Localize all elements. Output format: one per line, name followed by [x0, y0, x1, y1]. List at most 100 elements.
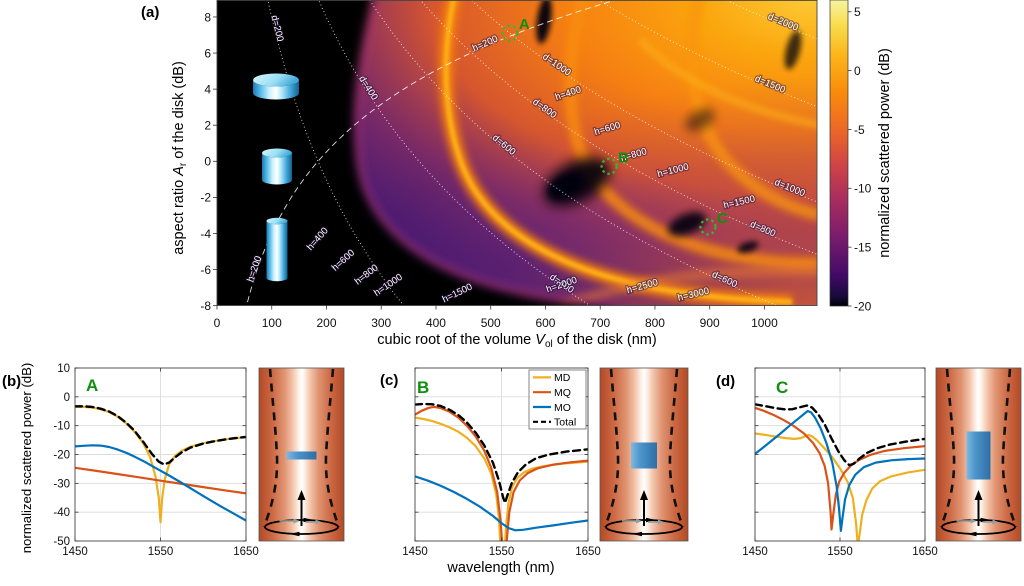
marker-letter-B: B	[618, 149, 629, 166]
marker-circle-A	[501, 24, 519, 42]
dark-anapole-spot	[668, 212, 706, 236]
series-MO	[755, 409, 925, 532]
design-point-markers: A B C	[501, 16, 728, 236]
contour-line-d	[419, 0, 817, 255]
loop-arrowhead-left	[632, 531, 642, 537]
ghost-arrowhead	[992, 519, 999, 525]
disk-shape-illustrations	[253, 73, 299, 282]
y-tick-label: -20	[53, 450, 70, 462]
a-x-tick-label: 1000	[751, 316, 778, 330]
resonance-arc	[443, 0, 793, 305]
legend-label-MQ: MQ	[554, 387, 571, 399]
panel-d-tag: (d)	[716, 373, 735, 390]
a-x-tick-label: 600	[535, 316, 555, 330]
colorbar-tick-label: 0	[854, 64, 861, 78]
legend-label-Total: Total	[554, 417, 576, 429]
dark-anapole-spot	[536, 0, 552, 44]
series-MQ	[755, 406, 925, 531]
dark-anapole-spot	[784, 30, 802, 70]
colorbar: 5 0 -5 -10 -15 -20 normalized scattered power …	[829, 0, 893, 313]
a-y-tick-label: -6	[200, 263, 211, 277]
panel-c-point-letter: B	[417, 378, 429, 397]
series-Total	[415, 402, 588, 505]
a-y-tick-label: -2	[200, 191, 211, 205]
panel-c-tag: (c)	[380, 372, 398, 389]
y-tick-label: 10	[57, 363, 70, 375]
x-tick-label: 1650	[575, 546, 601, 558]
series-MO	[75, 444, 246, 522]
loop-arrowhead-right	[646, 517, 656, 523]
loop-arrowhead-right	[303, 517, 314, 523]
spectra-panels: normalized scattered power (dB) 1450 1550…	[2, 363, 1022, 576]
panel-b-plot: 1450 1550 1650 10 0 -10 -20 -30 -40 -50	[53, 363, 345, 558]
x-tick-label: 1450	[402, 546, 428, 558]
panel-d-point-letter: C	[776, 378, 788, 397]
beam-outline-right	[668, 368, 685, 528]
colorbar-tick-label: 5	[854, 5, 861, 19]
beam-outline-left	[262, 368, 279, 528]
marker-letter-C: C	[717, 210, 728, 227]
a-x-tick-label: 400	[426, 316, 446, 330]
beam-outline-right	[1001, 368, 1018, 528]
a-x-tick-label: 700	[590, 316, 610, 330]
heatmap-image	[217, 0, 817, 306]
contour-line-d	[597, 0, 817, 107]
disk-illustration	[253, 73, 299, 100]
a-x-tick-label: 0	[214, 316, 221, 330]
azimuthal-field-loop	[941, 519, 1016, 535]
x-tick-label: 1650	[233, 546, 259, 558]
y-tick-label: -10	[53, 421, 70, 433]
legend-label-MO: MO	[554, 402, 571, 414]
a-y-axis-label: aspect ratio Ar of the disk (dB)	[171, 61, 189, 255]
a-y-tick-label: 6	[204, 46, 211, 60]
ghost-arrowhead	[970, 518, 977, 524]
disk-illustration	[266, 217, 288, 282]
contour-line-h	[246, 0, 618, 306]
inset-d	[935, 367, 1022, 542]
y-tick-label: 0	[64, 392, 70, 404]
a-y-tick-label: -4	[200, 227, 211, 241]
contour-line-d	[369, 0, 778, 306]
series-MD	[755, 432, 925, 541]
contour-line-d	[470, 0, 817, 203]
a-x-tick-label: 800	[645, 316, 665, 330]
series-group	[415, 402, 588, 541]
dark-anapole-spot	[548, 173, 582, 199]
loop-arrowhead-left	[289, 531, 300, 537]
ghost-arrowhead	[636, 518, 642, 524]
contour-line-d	[267, 0, 405, 306]
a-y-tick-label: 4	[204, 82, 211, 96]
dark-anapole-spot	[685, 108, 715, 132]
y-tick-label: -50	[53, 536, 70, 548]
series-group	[75, 405, 246, 524]
beam-outline-right	[324, 368, 341, 528]
x-tick-label: 1450	[62, 546, 88, 558]
disk-cross-section	[966, 431, 991, 480]
a-x-tick-label: 900	[700, 316, 720, 330]
a-x-tick-label: 300	[371, 316, 391, 330]
a-y-tick-label: -8	[200, 299, 211, 313]
resonance-arc	[558, 266, 817, 306]
y-tick-label: -40	[53, 507, 70, 519]
panel-c-plot: 1450 1550 1650 MD MQ MO Total	[402, 367, 689, 558]
loop-arrowhead-left	[966, 531, 977, 537]
series-Total	[75, 405, 246, 466]
propagation-arrowhead	[974, 490, 983, 500]
panel-b-tag: (b)	[2, 373, 21, 390]
colorbar-gradient	[829, 0, 849, 307]
ghost-arrowhead	[315, 519, 322, 525]
resonance-arc	[637, 37, 817, 129]
disk-illustration	[262, 148, 292, 185]
azimuthal-field-loop	[264, 519, 339, 535]
panel-a-axes: 0 100 200 300 400 500 600 700 800 900 1000 8 6 4 2 0 -2 -…	[171, 0, 818, 350]
ghost-arrowhead	[293, 518, 300, 524]
series-MQ	[75, 466, 246, 495]
series-MD	[75, 405, 246, 524]
colorbar-tick-label: -20	[854, 299, 872, 313]
propagation-arrowhead	[297, 490, 306, 500]
a-x-tick-label: 100	[262, 316, 282, 330]
series-group	[755, 403, 925, 541]
legend-label-MD: MD	[554, 372, 571, 384]
panel-a-tag: (a)	[141, 4, 159, 21]
